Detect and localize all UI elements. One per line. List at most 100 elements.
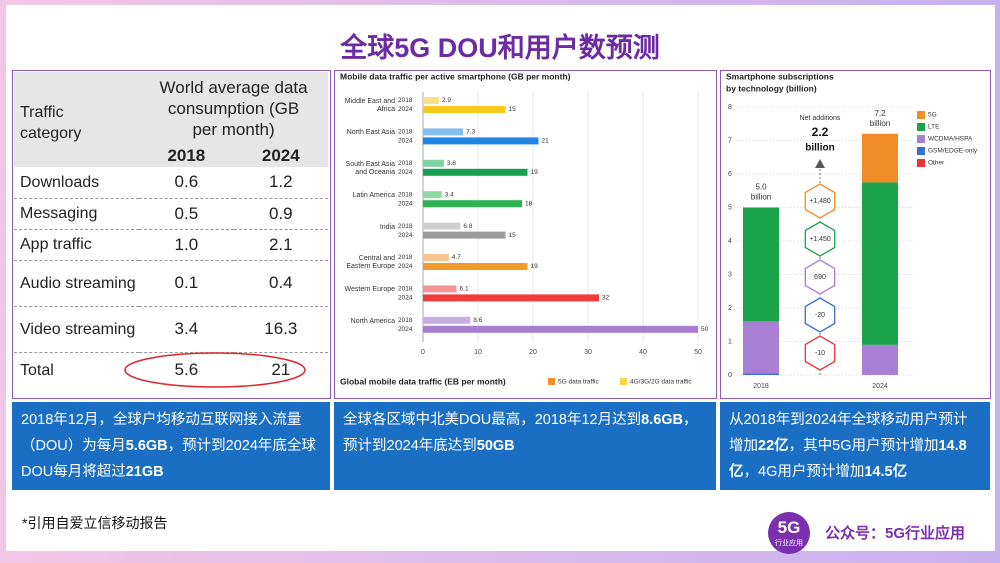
legend-swatch (917, 147, 925, 155)
table-row: App traffic 1.0 2.1 (14, 229, 328, 261)
table-body: Downloads 0.6 1.2 Messaging 0.5 0.9 App traffi… (14, 167, 328, 388)
table-value: 16.3 (233, 306, 328, 353)
total-unit: billion (751, 193, 771, 202)
series-label: 2018 (398, 129, 413, 136)
header-category: Traffic category (20, 103, 82, 142)
caption-bold: 14.5亿 (864, 464, 908, 480)
value-label: 15 (509, 106, 517, 113)
caption: 2018年12月，全球户均移动互联网接入流量（DOU）为每月5.6GB，预计到2… (12, 402, 330, 490)
table-value: 2.1 (233, 229, 328, 261)
x-tick-label: 50 (694, 349, 702, 356)
value-label: 8.6 (473, 317, 482, 324)
chart-title: by technology (billion) (726, 83, 817, 93)
total-label: 5.0 (755, 183, 767, 192)
table-category: Downloads (14, 167, 140, 199)
bar (423, 294, 599, 302)
bar (423, 222, 461, 230)
bar (423, 137, 539, 145)
category-label: India (379, 223, 395, 231)
chart-title: Smartphone subscriptions (726, 71, 834, 81)
y-tick-label: 7 (728, 137, 732, 144)
net-item-label: +1,480 (809, 198, 831, 205)
value-label: 2.9 (442, 97, 451, 104)
y-tick-label: 4 (728, 238, 732, 245)
table-category: Total (20, 361, 54, 379)
table-value: 21 (271, 360, 291, 380)
caption-bold: 22亿 (758, 438, 789, 454)
category-label: Latin America (352, 192, 395, 200)
value-label: 19 (531, 169, 539, 176)
table-value: 0.4 (233, 260, 328, 307)
value-label: 32 (602, 295, 610, 302)
bar (423, 254, 449, 261)
category-label: Central and Eastern Europe (346, 255, 395, 270)
net-item-label: -10 (815, 350, 825, 357)
series-label: 2024 (398, 169, 413, 176)
legend-label: 5G data traffic (558, 379, 599, 386)
table-value: 0.9 (233, 198, 328, 230)
legend-swatch (917, 135, 925, 143)
x-tick-label: 30 (584, 349, 592, 356)
table-value: 1.0 (139, 229, 234, 261)
legend-label: WCDMA/HSPA (928, 136, 973, 143)
series-label: 2018 (398, 286, 413, 293)
caption: 从2018年到2024年全球移动用户预计增加22亿，其中5G用户预计增加14.8… (720, 402, 990, 490)
legend-label: 5G (928, 112, 937, 119)
bar (423, 97, 439, 104)
slide-title: 全球5G DOU和用户数预测 (340, 33, 660, 63)
value-label: 6.8 (463, 223, 472, 230)
caption-text: 2018年12月，全球户均移动互联网接入流量（DOU）为每月 (21, 412, 302, 454)
caption-bold: 50GB (476, 438, 515, 454)
net-item-label: 690 (814, 274, 826, 281)
series-label: 2024 (398, 263, 413, 270)
category-label: North East Asia (346, 129, 395, 137)
y-tick-label: 1 (728, 338, 732, 345)
total-label: 7.2 (874, 109, 886, 118)
series-label: 2024 (398, 200, 413, 207)
legend-label: LTE (928, 124, 940, 131)
brand-logo-sub: 行业应用 (775, 540, 803, 547)
y-tick-label: 2 (728, 305, 732, 312)
table-value: 0.1 (139, 260, 234, 307)
caption-bold: 21GB (125, 464, 164, 480)
bar-segment (743, 321, 779, 374)
caption-text: ，4G用户预计增加 (743, 464, 865, 480)
y-tick-label: 5 (728, 204, 732, 211)
legend-label: Other (928, 160, 945, 167)
legend-swatch (917, 159, 925, 167)
y-tick-label: 3 (728, 271, 732, 278)
legend-label: GSM/EDGE-only (928, 148, 978, 155)
highlight-ellipse (124, 352, 306, 388)
table-value: 3.4 (139, 306, 234, 353)
caption-text: 从2018年到2024年全球移动用户预计增加 (729, 412, 968, 454)
bar-segment (743, 207, 779, 322)
total-unit: billion (870, 119, 890, 128)
table-row: Total 5.6 21 (14, 352, 328, 388)
series-label: 2018 (398, 223, 413, 230)
bar (423, 106, 506, 113)
category-label: South East Asia and Oceania (345, 160, 395, 176)
series-label: 2024 (398, 326, 413, 333)
bar (423, 231, 506, 239)
series-label: 2018 (398, 191, 413, 198)
caption-bold: 8.6GB (641, 412, 684, 428)
net-title: Net additions (800, 115, 841, 122)
bar (423, 191, 442, 199)
value-label: 3.8 (447, 160, 456, 167)
net-arrow-head (815, 159, 825, 168)
series-label: 2018 (398, 254, 413, 261)
series-label: 2024 (398, 138, 413, 145)
table-category: App traffic (14, 229, 140, 261)
table-value: 0.6 (139, 167, 234, 199)
table-value: 1.2 (233, 167, 328, 199)
y-tick-label: 0 (728, 372, 732, 379)
value-label: 3.4 (445, 191, 454, 198)
net-hexagon (804, 297, 836, 333)
table-category: Audio streaming (14, 260, 140, 307)
table-row: Audio streaming 0.1 0.4 (14, 260, 328, 307)
net-hexagon (804, 221, 836, 257)
bar (423, 128, 464, 136)
legend-swatch (620, 378, 627, 385)
legend-swatch (917, 111, 925, 119)
